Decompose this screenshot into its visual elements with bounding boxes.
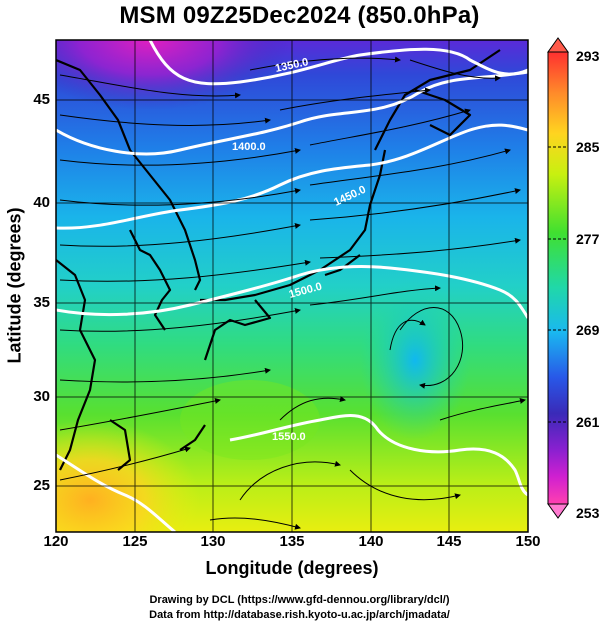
y-tick-label: 30 xyxy=(33,388,50,405)
x-tick-label: 130 xyxy=(200,533,226,550)
colorbar-tick-label: 261 xyxy=(576,414,599,430)
credit-drawing: Drawing by DCL (https://www.gfd-dennou.o… xyxy=(149,594,450,606)
colorbar xyxy=(547,37,569,519)
x-tick-label: 145 xyxy=(436,533,462,550)
colorbar-tick-label: 293 xyxy=(576,48,599,64)
credit-data-source: Data from http://database.rish.kyoto-u.a… xyxy=(149,609,450,621)
colorbar-tick-label: 253 xyxy=(576,505,599,521)
contour-label-1400: 1400.0 xyxy=(232,141,266,153)
colorbar-tick-label: 277 xyxy=(576,231,599,247)
colorbar-min-triangle xyxy=(547,503,569,519)
wind-streamlines xyxy=(59,56,526,530)
map-grid xyxy=(56,40,528,532)
chart-title: MSM 09Z25Dec2024 (850.0hPa) xyxy=(119,2,480,29)
x-tick-label: 150 xyxy=(515,533,541,550)
colorbar-tick-label: 269 xyxy=(576,322,599,338)
x-axis-label: Longitude (degrees) xyxy=(205,558,379,578)
y-tick-label: 40 xyxy=(33,194,50,211)
y-axis-label: Latitude (degrees) xyxy=(4,207,25,364)
x-tick-label: 135 xyxy=(279,533,305,550)
y-tick-label: 45 xyxy=(33,91,50,108)
x-tick-label: 125 xyxy=(122,533,148,550)
y-tick-label: 35 xyxy=(33,294,50,311)
colorbar-tick-label: 285 xyxy=(576,139,599,155)
x-tick-label: 140 xyxy=(358,533,384,550)
colorbar-max-triangle xyxy=(547,37,569,53)
coastlines xyxy=(56,49,501,471)
height-contours xyxy=(56,40,528,532)
y-tick-label: 25 xyxy=(33,477,50,494)
x-tick-label: 120 xyxy=(43,533,69,550)
contour-label-1550: 1550.0 xyxy=(272,431,306,443)
plot-frame xyxy=(55,39,529,533)
